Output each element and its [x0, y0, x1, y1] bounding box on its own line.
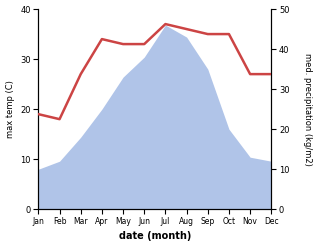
Y-axis label: med. precipitation (kg/m2): med. precipitation (kg/m2) — [303, 53, 313, 165]
X-axis label: date (month): date (month) — [119, 231, 191, 242]
Y-axis label: max temp (C): max temp (C) — [5, 80, 15, 138]
